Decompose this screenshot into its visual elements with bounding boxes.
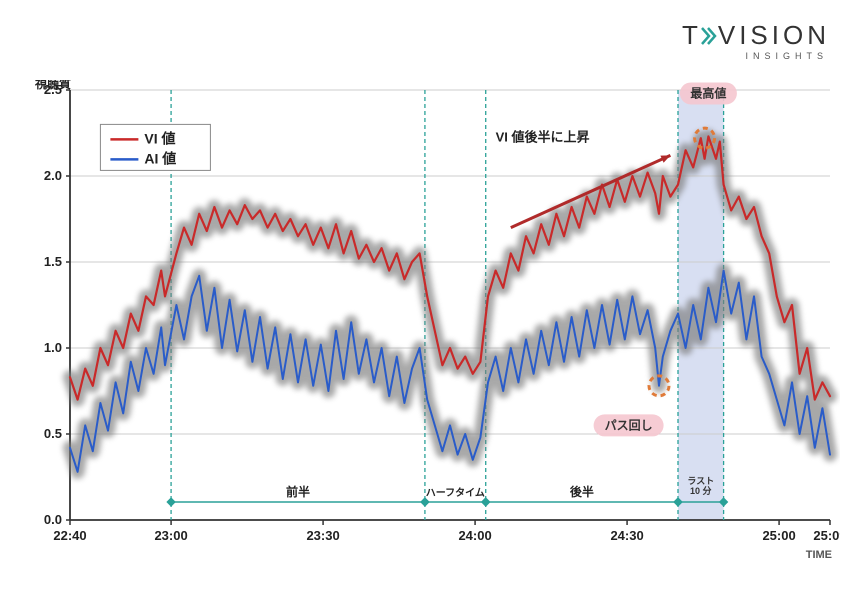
svg-text:最高値: 最高値 xyxy=(690,85,726,100)
pass-badge: パス回し xyxy=(594,414,664,436)
brand-logo: TVISION INSIGHTS xyxy=(682,22,830,61)
y-tick-label: 1.5 xyxy=(44,254,62,269)
legend-item-label: VI 値 xyxy=(144,130,175,146)
segment-label: 10 分 xyxy=(690,485,712,496)
y-tick-label: 2.0 xyxy=(44,168,62,183)
time-segment: 後半 xyxy=(482,484,682,506)
y-axis-label: 視聴質 xyxy=(34,80,71,91)
y-tick-label: 0.5 xyxy=(44,426,62,441)
y-tick-label: 1.0 xyxy=(44,340,62,355)
logo-subtext: INSIGHTS xyxy=(682,51,830,61)
segment-label: ラスト xyxy=(687,476,714,486)
trend-annotation-label: VI 値後半に上昇 xyxy=(496,130,590,145)
time-segment: ハーフタイム xyxy=(421,487,490,506)
x-tick-label: 23:00 xyxy=(154,528,187,543)
x-axis-label: TIME xyxy=(806,549,832,561)
x-tick-label: 23:30 xyxy=(306,528,339,543)
peak-badge: 最高値 xyxy=(680,82,737,104)
segment-label: 前半 xyxy=(286,484,310,499)
y-tick-label: 0.0 xyxy=(44,512,62,527)
x-tick-label: 25:09 xyxy=(813,528,840,543)
x-tick-label: 24:30 xyxy=(610,528,643,543)
segment-label: ハーフタイム xyxy=(426,487,485,499)
logo-chevron-icon xyxy=(700,26,720,46)
x-tick-label: 25:00 xyxy=(762,528,795,543)
svg-text:パス回し: パス回し xyxy=(605,418,653,432)
time-series-chart: 0.00.51.01.52.02.5視聴質22:4023:0023:3024:0… xyxy=(20,80,840,580)
legend-item-label: AI 値 xyxy=(144,150,176,166)
time-segment: 前半 xyxy=(167,484,429,506)
logo-main-text: VISION xyxy=(718,20,830,50)
x-tick-label: 22:40 xyxy=(53,528,86,543)
segment-label: 後半 xyxy=(570,484,594,499)
chart-legend: VI 値 AI 値 xyxy=(100,124,210,170)
x-tick-label: 24:00 xyxy=(458,528,491,543)
